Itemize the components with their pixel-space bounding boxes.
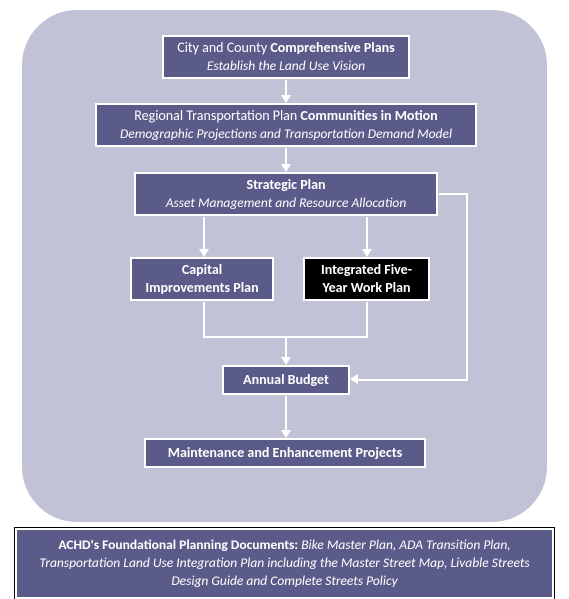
node-title: Regional Transportation Plan Communities… bbox=[134, 107, 437, 125]
node-title: City and County Comprehensive Plans bbox=[177, 39, 395, 57]
arrow-join-to-annual bbox=[285, 336, 287, 363]
node-annual-budget: Annual Budget bbox=[222, 365, 350, 395]
node-subtitle: Asset Management and Resource Allocation bbox=[166, 194, 407, 212]
title-bold: Communities in Motion bbox=[300, 107, 437, 124]
line2: Improvements Plan bbox=[145, 279, 258, 297]
conn-strategic-right-top bbox=[439, 193, 468, 195]
node-subtitle: Demographic Projections and Transportati… bbox=[120, 125, 452, 143]
title-bold: Comprehensive Plans bbox=[270, 39, 394, 56]
node-capital-improvements: Capital Improvements Plan bbox=[130, 257, 274, 301]
node-title: Strategic Plan bbox=[246, 176, 325, 194]
footer-foundational-docs: ACHD's Foundational Planning Documents: … bbox=[15, 528, 554, 599]
title-prefix: City and County bbox=[177, 39, 270, 56]
title-bold: Strategic Plan bbox=[246, 176, 325, 193]
conn-strategic-right-down bbox=[466, 194, 468, 379]
line2: Year Work Plan bbox=[322, 279, 410, 297]
conn-capital-down bbox=[203, 302, 205, 338]
node-subtitle: Establish the Land Use Vision bbox=[207, 57, 365, 75]
label: Maintenance and Enhancement Projects bbox=[168, 444, 403, 462]
node-maintenance-projects: Maintenance and Enhancement Projects bbox=[144, 438, 426, 468]
label: Annual Budget bbox=[243, 371, 329, 389]
arrow-strategic-to-capital bbox=[203, 217, 205, 255]
arrow-strategic-to-integrated bbox=[366, 217, 368, 255]
footer-bold: ACHD's Foundational Planning Documents: bbox=[58, 536, 301, 553]
node-integrated-work-plan: Integrated Five- Year Work Plan bbox=[303, 257, 430, 301]
title-prefix: Regional Transportation Plan bbox=[134, 107, 300, 124]
conn-integrated-down bbox=[366, 302, 368, 338]
node-regional-plan: Regional Transportation Plan Communities… bbox=[95, 103, 477, 147]
arrow-comprehensive-to-regional bbox=[285, 80, 287, 101]
line1: Integrated Five- bbox=[321, 261, 412, 279]
node-strategic-plan: Strategic Plan Asset Management and Reso… bbox=[134, 172, 438, 216]
conn-right-to-annual bbox=[352, 379, 468, 381]
node-comprehensive-plans: City and County Comprehensive Plans Esta… bbox=[162, 35, 410, 79]
arrowhead-right-into-annual bbox=[350, 374, 358, 384]
arrow-regional-to-strategic bbox=[285, 148, 287, 170]
line1: Capital bbox=[182, 261, 222, 279]
arrow-annual-to-maintenance bbox=[285, 396, 287, 436]
